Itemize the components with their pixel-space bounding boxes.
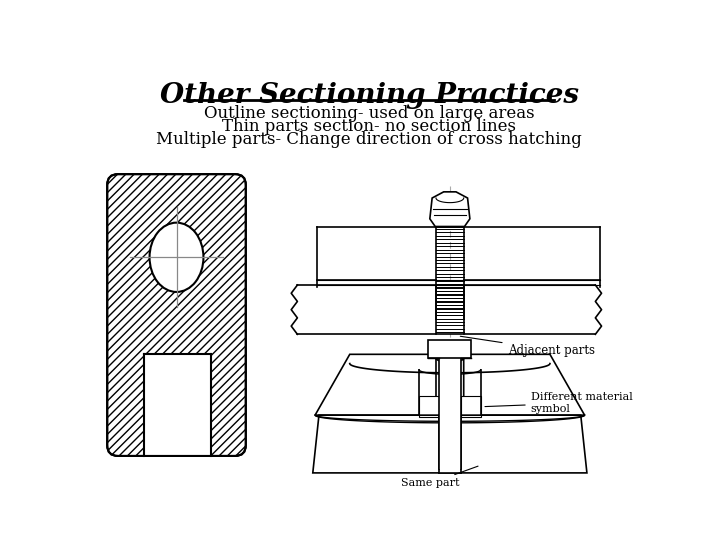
Bar [439,353,461,469]
Text: Same part: Same part [401,466,478,488]
Text: Thin parts section- no section lines: Thin parts section- no section lines [222,118,516,135]
Bar [317,226,436,280]
Polygon shape [312,415,587,473]
Text: Other Sectioning Practices: Other Sectioning Practices [160,82,578,109]
Bar [297,285,595,334]
Ellipse shape [150,222,204,292]
Text: Multiple parts- Change direction of cross hatching: Multiple parts- Change direction of cros… [156,131,582,148]
Bar [297,285,595,334]
Bar [428,340,472,358]
Polygon shape [464,354,585,415]
Polygon shape [315,354,436,415]
Bar [439,415,461,473]
FancyBboxPatch shape [107,174,246,456]
Bar [419,370,481,415]
Bar [436,285,464,334]
Text: Outline sectioning- used on large areas: Outline sectioning- used on large areas [204,105,534,122]
Bar [317,226,436,280]
Polygon shape [461,396,481,417]
Polygon shape [419,396,439,417]
Polygon shape [430,192,470,226]
Text: Adjacent parts: Adjacent parts [460,336,595,356]
Bar [144,354,211,456]
Text: Different material
symbol: Different material symbol [485,392,632,414]
Bar [464,226,600,280]
Bar [464,226,600,280]
